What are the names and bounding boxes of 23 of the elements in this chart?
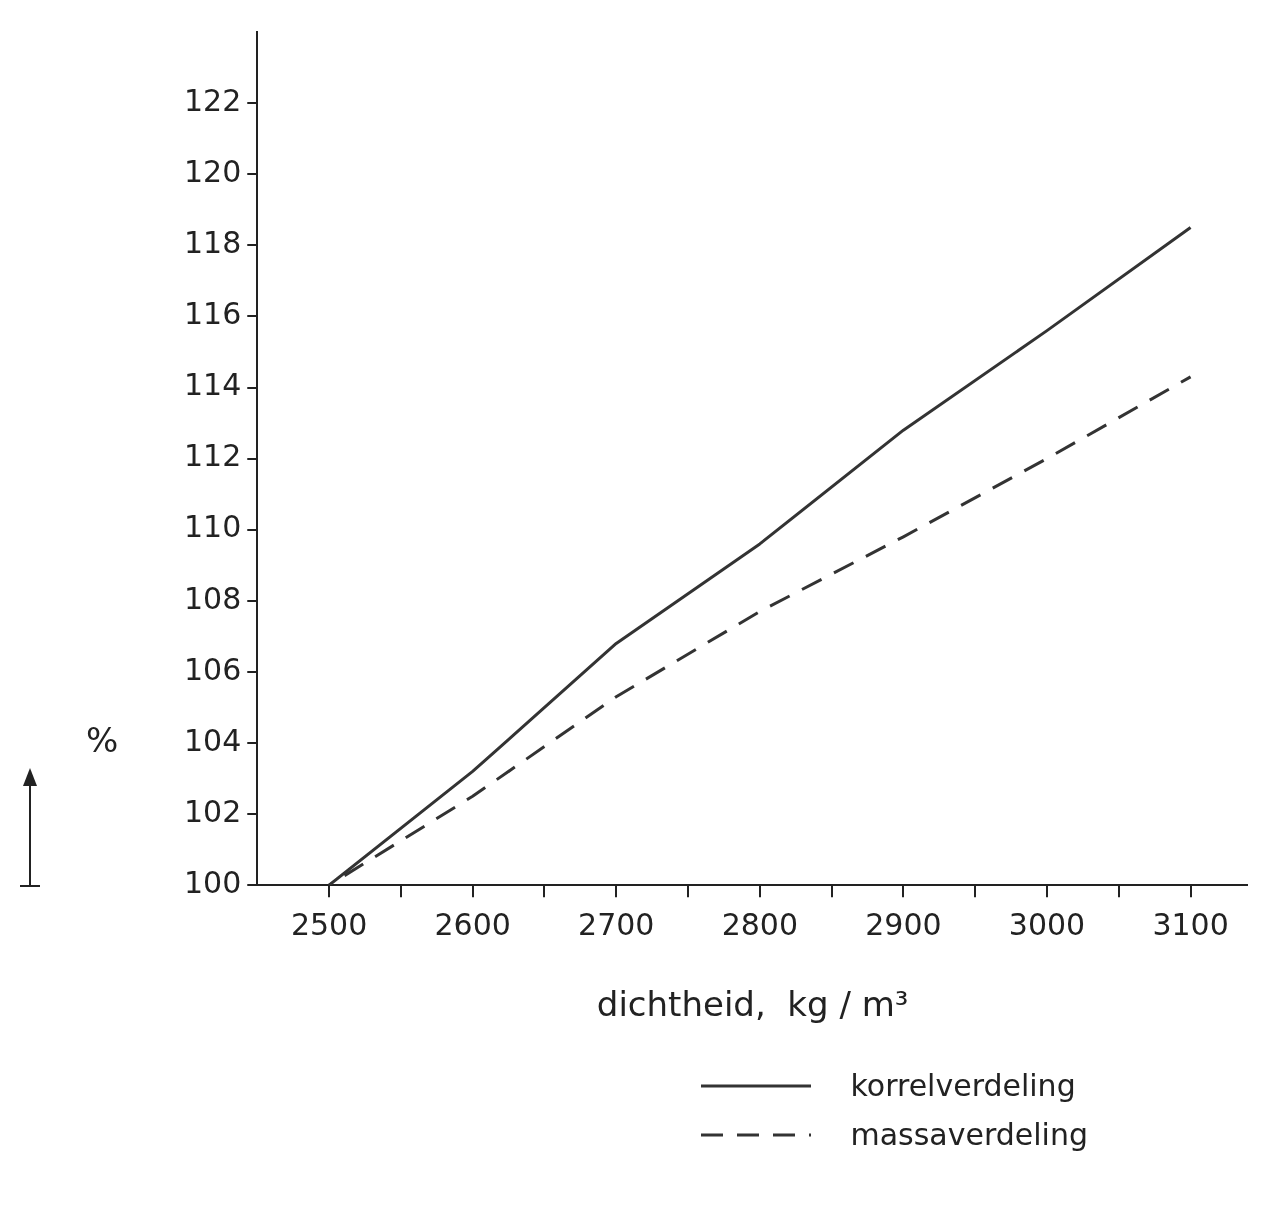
y-tick-label: 112 (184, 438, 242, 474)
x-tick-label: 2900 (865, 907, 942, 942)
legend-label: massaverdeling (850, 1117, 1088, 1152)
x-tick-label: 2800 (721, 907, 798, 942)
x-axis-title: dichtheid, kg / m³ (596, 984, 909, 1025)
y-tick-label: 100 (184, 865, 242, 900)
y-tick-label: 118 (184, 225, 242, 261)
x-tick-label: 2500 (290, 907, 368, 942)
y-tick-label: 108 (184, 580, 242, 616)
y-tick-label: 122 (184, 82, 242, 118)
y-tick-label: 102 (184, 793, 242, 829)
y-tick-label: 116 (184, 296, 242, 332)
legend-label: korrelverdeling (850, 1068, 1076, 1103)
y-tick-label: 106 (184, 651, 242, 687)
x-tick-label: 2600 (434, 907, 511, 942)
x-tick-label: 3000 (1008, 907, 1086, 942)
y-tick-label: 114 (184, 367, 242, 403)
x-tick-label: 2700 (578, 907, 655, 942)
y-tick-label: 104 (184, 722, 242, 758)
y-axis-title: % (86, 719, 119, 760)
x-tick-label: 3100 (1152, 907, 1229, 942)
y-tick-label: 110 (184, 509, 242, 545)
y-tick-label: 120 (184, 154, 242, 189)
